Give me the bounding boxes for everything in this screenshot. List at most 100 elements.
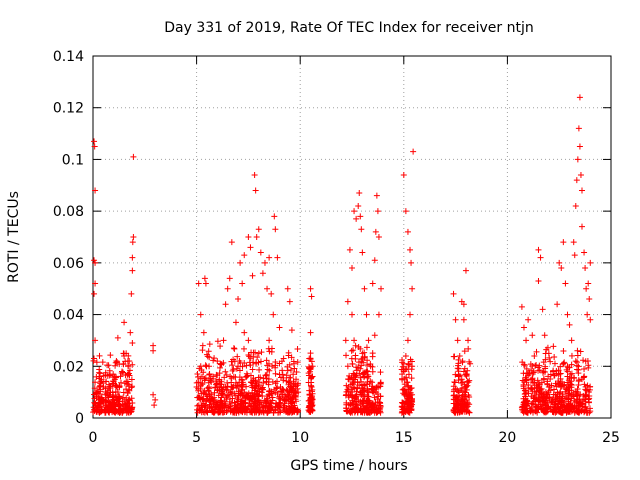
data-point-dense	[276, 404, 283, 411]
data-point-dense	[288, 354, 295, 361]
data-point	[363, 311, 370, 318]
data-point-dense	[377, 379, 384, 386]
data-point	[152, 396, 159, 403]
data-point-dense	[375, 393, 382, 400]
data-point-dense	[287, 366, 294, 373]
data-point-dense	[125, 371, 132, 378]
data-point	[378, 285, 385, 292]
data-point-dense	[405, 371, 412, 378]
data-point-dense	[122, 372, 129, 379]
data-point-dense	[583, 392, 590, 399]
x-tick-label: 25	[602, 430, 620, 446]
data-point	[346, 246, 353, 253]
data-point	[271, 213, 278, 220]
data-point-dense	[305, 370, 312, 377]
data-point-dense	[560, 399, 567, 406]
data-point-dense	[523, 377, 530, 384]
data-point-dense	[202, 362, 209, 369]
data-point-dense	[233, 365, 240, 372]
data-point-dense	[557, 375, 564, 382]
data-point	[572, 202, 579, 209]
data-point	[286, 298, 293, 305]
data-point-dense	[241, 404, 248, 411]
data-point-dense	[213, 381, 220, 388]
data-point-dense	[104, 387, 111, 394]
data-point-dense	[198, 402, 205, 409]
data-point-dense	[568, 404, 575, 411]
data-point-dense	[352, 352, 359, 359]
data-point-dense	[129, 361, 136, 368]
data-point	[585, 280, 592, 287]
data-point-dense	[125, 396, 132, 403]
data-point-dense	[551, 353, 558, 360]
data-point-dense	[291, 365, 298, 372]
data-point	[195, 280, 202, 287]
data-point-dense	[226, 403, 233, 410]
data-point-dense	[94, 390, 101, 397]
data-point-dense	[361, 349, 368, 356]
y-tick-label: 0	[75, 411, 84, 427]
data-point-dense	[128, 395, 135, 402]
data-point-dense	[106, 371, 113, 378]
data-point-dense	[343, 352, 350, 359]
data-point-dense	[306, 403, 313, 410]
data-point-dense	[550, 409, 557, 416]
data-point	[359, 249, 366, 256]
data-point	[201, 275, 208, 282]
data-series-roti	[90, 94, 594, 416]
data-point-dense	[98, 395, 105, 402]
data-point-dense	[306, 365, 313, 372]
data-point-dense	[286, 361, 293, 368]
data-point	[266, 337, 273, 344]
data-point	[92, 259, 99, 266]
data-point-dense	[120, 360, 127, 367]
data-point-dense	[199, 396, 206, 403]
data-point	[535, 246, 542, 253]
data-point-dense	[91, 385, 98, 392]
data-point	[518, 303, 525, 310]
data-point-dense	[105, 394, 112, 401]
data-point-dense	[93, 359, 100, 366]
data-point-dense	[568, 387, 575, 394]
data-point-dense	[463, 397, 470, 404]
data-point-dense	[291, 402, 298, 409]
data-point-dense	[536, 367, 543, 374]
data-point-dense	[234, 382, 241, 389]
data-point	[151, 402, 158, 409]
data-point-dense	[407, 385, 414, 392]
data-point-dense	[216, 370, 223, 377]
data-point	[571, 252, 578, 259]
data-point-dense	[582, 358, 589, 365]
data-point-dense	[231, 345, 238, 352]
data-point	[372, 228, 379, 235]
data-point-dense	[575, 363, 582, 370]
data-point-dense	[126, 367, 133, 374]
data-point-dense	[403, 390, 410, 397]
data-point-dense	[114, 359, 121, 366]
data-point-dense	[463, 373, 470, 380]
data-point-dense	[122, 401, 129, 408]
data-point-dense	[407, 400, 414, 407]
data-point-dense	[107, 352, 114, 359]
data-point	[228, 239, 235, 246]
data-point-dense	[124, 390, 131, 397]
data-point	[247, 244, 254, 251]
data-point-dense	[255, 383, 262, 390]
data-point-dense	[307, 368, 314, 375]
data-point-dense	[583, 407, 590, 414]
data-point-dense	[206, 354, 213, 361]
data-point	[539, 306, 546, 313]
data-point-dense	[520, 383, 527, 390]
data-point	[92, 187, 99, 194]
data-point-dense	[110, 399, 117, 406]
data-point	[150, 391, 157, 398]
data-point-dense	[367, 378, 374, 385]
data-point-dense	[534, 377, 541, 384]
data-point	[369, 280, 376, 287]
data-point-dense	[347, 401, 354, 408]
data-point	[239, 280, 246, 287]
data-point-dense	[552, 380, 559, 387]
data-point-dense	[268, 388, 275, 395]
data-point-dense	[263, 371, 270, 378]
data-point-dense	[374, 396, 381, 403]
